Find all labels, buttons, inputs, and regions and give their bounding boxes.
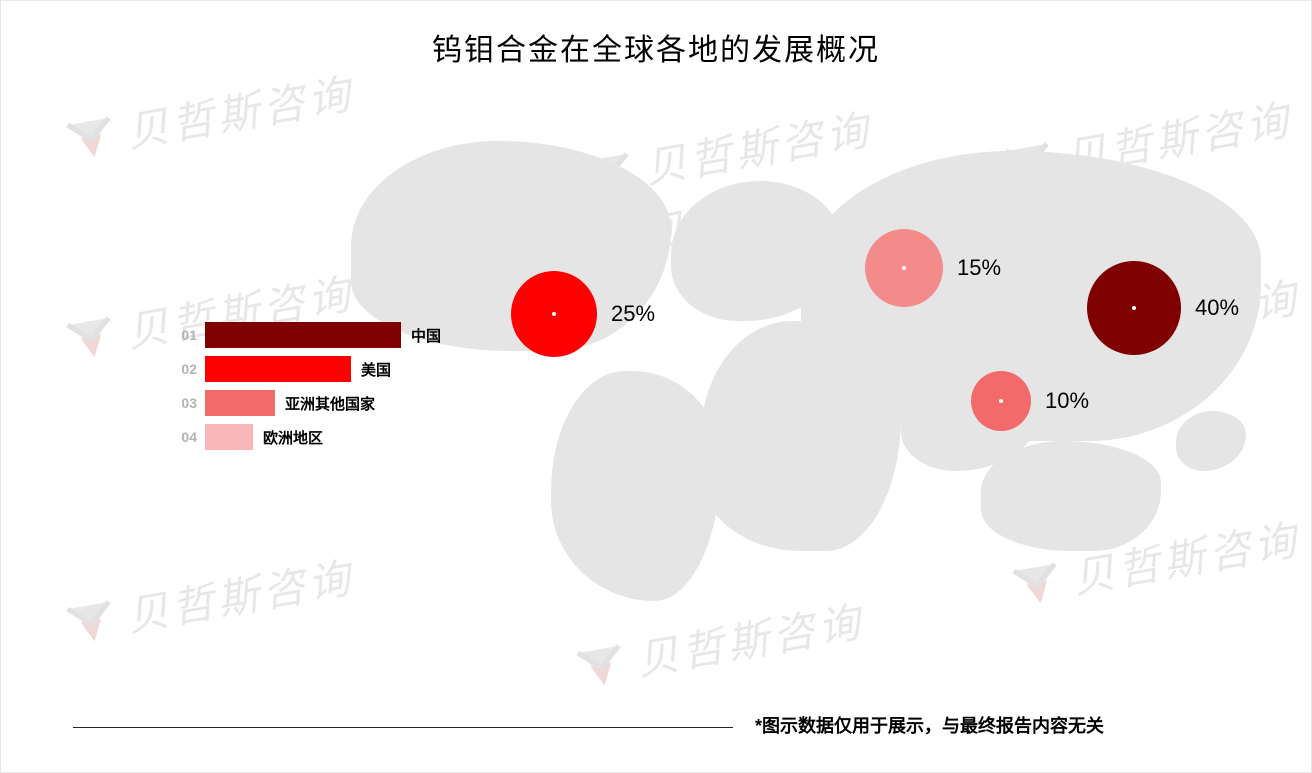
continent-shape (351, 141, 671, 351)
legend-rank: 04 (171, 429, 197, 445)
legend-rank: 01 (171, 327, 197, 343)
watermark: 贝哲斯咨询 (998, 86, 1296, 197)
watermark-text: 贝哲斯咨询 (121, 60, 358, 160)
footer-divider (73, 727, 733, 728)
continent-shape (701, 321, 901, 551)
watermark-text: 贝哲斯咨询 (631, 588, 868, 688)
continent-shape (1176, 411, 1246, 471)
watermark: 贝哲斯咨询 (1006, 264, 1304, 375)
map-bubble-other-asia: 10% (971, 371, 1031, 431)
watermark: 贝哲斯咨询 (390, 192, 688, 303)
bubble-label-china: 40% (1195, 295, 1239, 321)
watermark: 贝哲斯咨询 (1006, 506, 1304, 617)
footer-note: *图示数据仅用于展示，与最终报告内容无关 (755, 712, 1104, 738)
watermark-text: 贝哲斯咨询 (121, 544, 358, 644)
continent-shape (421, 151, 541, 221)
continent-shape (551, 371, 721, 601)
legend-row: 03 亚洲其他国家 (171, 389, 441, 417)
map-bubble-usa: 25% (511, 271, 597, 357)
legend-bar (205, 322, 401, 348)
world-map: 25% 15% 40% 10% (341, 121, 1301, 641)
watermark-text: 贝哲斯咨询 (1059, 86, 1296, 186)
legend-bar (205, 424, 253, 450)
legend-row: 02 美国 (171, 355, 441, 383)
legend: 01 中国 02 美国 03 亚洲其他国家 04 欧洲地区 (171, 321, 441, 457)
legend-rank: 02 (171, 361, 197, 377)
chart-stage: 钨钼合金在全球各地的发展概况 贝哲斯咨询 贝哲斯咨询 贝哲斯咨询 贝哲斯咨询 贝… (0, 0, 1312, 773)
legend-row: 04 欧洲地区 (171, 423, 441, 451)
map-bubble-europe: 15% (865, 229, 943, 307)
map-bubble-china: 40% (1087, 261, 1181, 355)
legend-label: 亚洲其他国家 (285, 393, 375, 414)
legend-label: 中国 (411, 325, 441, 346)
watermark: 贝哲斯咨询 (570, 588, 868, 699)
legend-bar (205, 390, 275, 416)
bubble-center-dot (902, 266, 906, 270)
watermark-text: 贝哲斯咨询 (1067, 506, 1304, 606)
bubble-label-usa: 25% (611, 301, 655, 327)
continent-shape (801, 151, 1261, 441)
legend-row: 01 中国 (171, 321, 441, 349)
bubble-label-europe: 15% (957, 255, 1001, 281)
watermark: 贝哲斯咨询 (570, 396, 868, 507)
watermark: 贝哲斯咨询 (60, 60, 358, 171)
watermark-text: 贝哲斯咨询 (631, 396, 868, 496)
watermark-text: 贝哲斯咨询 (1067, 264, 1304, 364)
watermark: 贝哲斯咨询 (60, 544, 358, 655)
watermark-text: 贝哲斯咨询 (451, 192, 688, 292)
continent-shape (981, 441, 1161, 551)
bubble-center-dot (552, 312, 556, 316)
bubble-center-dot (1132, 306, 1136, 310)
legend-rank: 03 (171, 395, 197, 411)
bubble-center-dot (999, 399, 1003, 403)
continent-shape (901, 371, 1041, 471)
watermark-text: 贝哲斯咨询 (639, 96, 876, 196)
continent-shape (671, 181, 841, 321)
legend-label: 美国 (361, 359, 391, 380)
chart-title: 钨钼合金在全球各地的发展概况 (1, 25, 1311, 69)
legend-label: 欧洲地区 (263, 427, 323, 448)
legend-bar (205, 356, 351, 382)
watermark: 贝哲斯咨询 (578, 96, 876, 207)
bubble-label-other-asia: 10% (1045, 388, 1089, 414)
